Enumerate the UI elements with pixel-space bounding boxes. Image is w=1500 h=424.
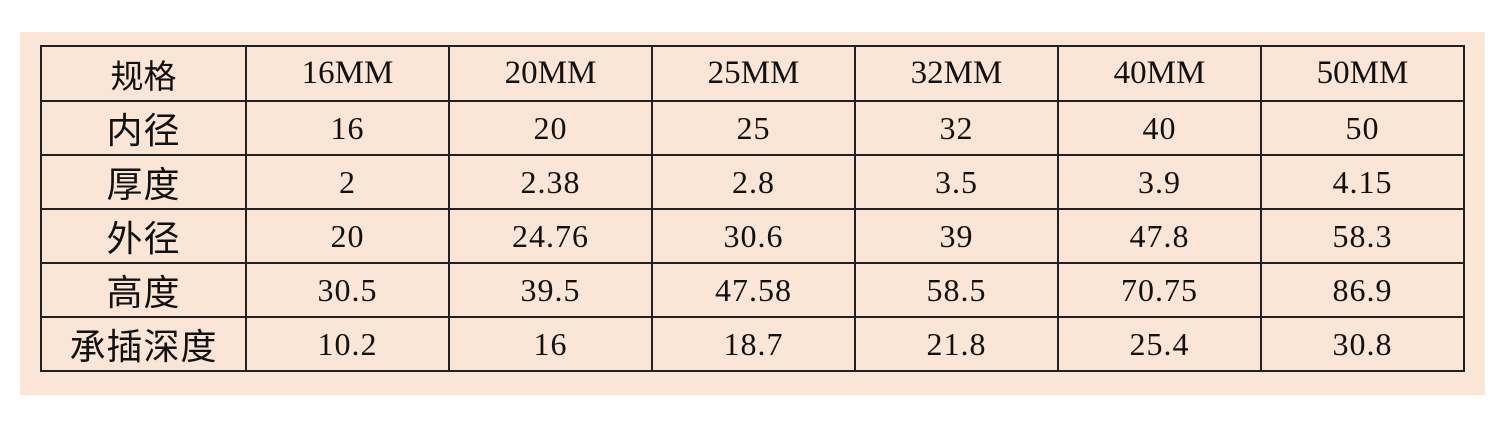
cell: 47.58 [651, 262, 856, 318]
cell: 25.4 [1057, 316, 1262, 372]
cell: 10.2 [245, 316, 450, 372]
cell: 58.5 [854, 262, 1059, 318]
row-label: 规格 [40, 45, 247, 102]
cell: 20 [245, 208, 450, 264]
row-label: 承插深度 [40, 316, 247, 372]
cell: 18.7 [651, 316, 856, 372]
cell: 30.8 [1260, 316, 1465, 372]
cell: 39.5 [448, 262, 653, 318]
row-label: 高度 [40, 262, 247, 318]
cell: 20MM [448, 45, 653, 102]
cell: 2 [245, 154, 450, 210]
cell: 32MM [854, 45, 1059, 102]
cell: 3.9 [1057, 154, 1262, 210]
data-row: 承插深度 10.2 16 18.7 21.8 25.4 30.8 [40, 316, 1465, 372]
cell: 50MM [1260, 45, 1465, 102]
cell: 25MM [651, 45, 856, 102]
cell: 4.15 [1260, 154, 1465, 210]
cell: 16MM [245, 45, 450, 102]
spec-table: 规格 16MM 20MM 25MM 32MM 40MM 50MM 内径 16 20 25 32 40 50… [40, 45, 1465, 372]
header-row: 规格 16MM 20MM 25MM 32MM 40MM 50MM [40, 45, 1465, 102]
data-row: 厚度 2 2.38 2.8 3.5 3.9 4.15 [40, 154, 1465, 210]
cell: 70.75 [1057, 262, 1262, 318]
data-row: 外径 20 24.76 30.6 39 47.8 58.3 [40, 208, 1465, 264]
row-label: 外径 [40, 208, 247, 264]
cell: 30.5 [245, 262, 450, 318]
cell: 47.8 [1057, 208, 1262, 264]
cell: 2.38 [448, 154, 653, 210]
cell: 20 [448, 100, 653, 156]
cell: 16 [245, 100, 450, 156]
data-row: 高度 30.5 39.5 47.58 58.5 70.75 86.9 [40, 262, 1465, 318]
cell: 86.9 [1260, 262, 1465, 318]
cell: 40 [1057, 100, 1262, 156]
row-label: 内径 [40, 100, 247, 156]
cell: 50 [1260, 100, 1465, 156]
cell: 24.76 [448, 208, 653, 264]
cell: 3.5 [854, 154, 1059, 210]
cell: 58.3 [1260, 208, 1465, 264]
cell: 39 [854, 208, 1059, 264]
cell: 21.8 [854, 316, 1059, 372]
cell: 30.6 [651, 208, 856, 264]
cell: 40MM [1057, 45, 1262, 102]
cell: 2.8 [651, 154, 856, 210]
cell: 32 [854, 100, 1059, 156]
row-label: 厚度 [40, 154, 247, 210]
data-row: 内径 16 20 25 32 40 50 [40, 100, 1465, 156]
cell: 16 [448, 316, 653, 372]
cell: 25 [651, 100, 856, 156]
